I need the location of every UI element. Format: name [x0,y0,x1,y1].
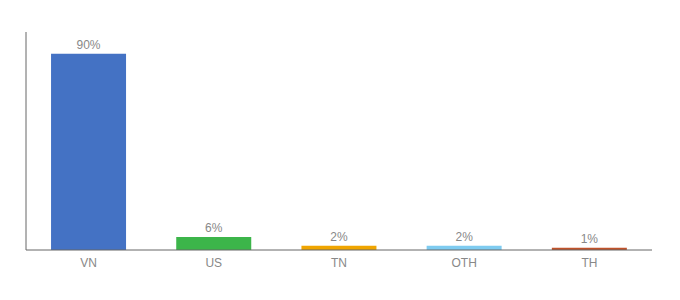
svg-text:OTH: OTH [452,256,477,270]
svg-text:2%: 2% [455,230,473,244]
svg-text:TH: TH [581,256,597,270]
svg-text:2%: 2% [330,230,348,244]
svg-text:TN: TN [331,256,347,270]
svg-text:VN: VN [80,256,97,270]
svg-text:1%: 1% [581,232,599,246]
svg-text:90%: 90% [77,38,101,52]
svg-text:US: US [205,256,222,270]
svg-text:6%: 6% [205,221,223,235]
